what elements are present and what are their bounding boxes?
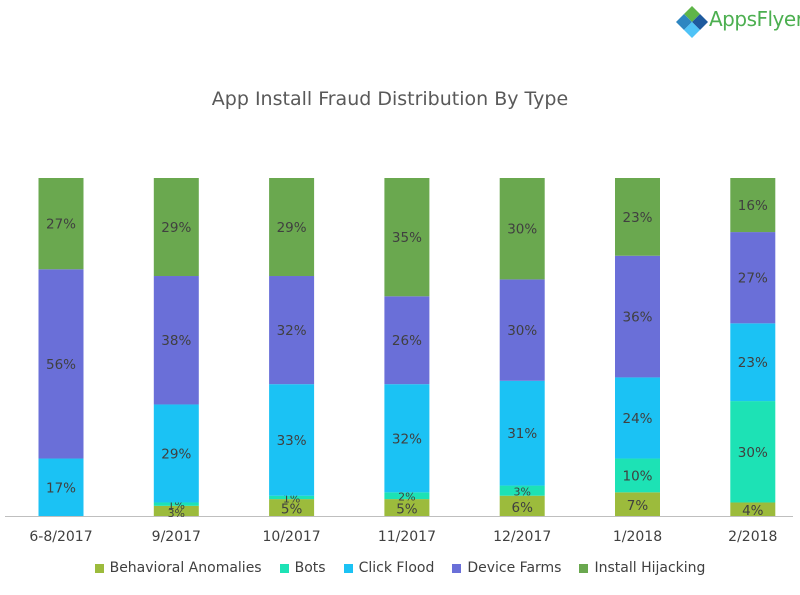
data-label: 24% bbox=[622, 411, 652, 427]
bar-segment bbox=[499, 178, 545, 280]
data-label: 5% bbox=[396, 502, 418, 518]
bar-segment bbox=[730, 323, 776, 402]
legend-label: Device Farms bbox=[467, 560, 562, 576]
bar-segment bbox=[153, 178, 199, 277]
bar-segment bbox=[38, 178, 84, 270]
data-label: 35% bbox=[392, 230, 422, 246]
chart-title: App Install Fraud Distribution By Type bbox=[211, 88, 569, 110]
stacked-bar-chart: 17%56%27%6-8/20173%1%29%38%29%9/20175%1%… bbox=[5, 178, 793, 545]
chart-legend: Behavioral Anomalies Bots Click Flood Devic… bbox=[0, 557, 800, 579]
legend-item: Click Flood bbox=[343, 560, 435, 576]
data-label: 56% bbox=[46, 357, 76, 373]
legend-label: Install Hijacking bbox=[594, 560, 706, 576]
bar-segment bbox=[499, 380, 545, 486]
bar-segment bbox=[384, 178, 430, 297]
bar-segment bbox=[153, 276, 199, 405]
data-label: 6% bbox=[511, 500, 533, 516]
data-label: 7% bbox=[627, 498, 649, 514]
legend-swatch bbox=[94, 563, 104, 573]
x-tick-label: 12/2017 bbox=[493, 529, 551, 545]
x-tick-label: 10/2017 bbox=[263, 529, 321, 545]
bar-segment bbox=[153, 404, 199, 503]
data-label: 3% bbox=[168, 507, 185, 520]
bar-segment bbox=[269, 384, 315, 496]
bar-segment bbox=[269, 276, 315, 385]
data-label: 26% bbox=[392, 333, 422, 349]
data-label: 36% bbox=[622, 310, 652, 326]
data-label: 30% bbox=[507, 222, 537, 238]
bar-segment bbox=[730, 178, 776, 233]
legend-label: Bots bbox=[294, 560, 326, 576]
legend-item: Bots bbox=[279, 560, 326, 576]
bar-segment bbox=[615, 377, 660, 459]
data-label: 2% bbox=[398, 491, 415, 504]
bar-segment bbox=[499, 485, 545, 496]
data-label: 27% bbox=[46, 217, 76, 233]
x-tick-label: 11/2017 bbox=[378, 529, 436, 545]
bar-segment bbox=[384, 296, 430, 385]
data-label: 33% bbox=[277, 433, 307, 449]
bar-segment bbox=[269, 495, 315, 500]
appsflyer-logo: AppsFlyer bbox=[676, 4, 800, 40]
data-label: 30% bbox=[507, 323, 537, 339]
bar-segment bbox=[153, 502, 199, 506]
data-label: 27% bbox=[738, 271, 768, 287]
data-label: 23% bbox=[622, 210, 652, 226]
bar-segment bbox=[269, 499, 315, 516]
appsflyer-logo-icon bbox=[676, 6, 708, 38]
legend-item: Behavioral Anomalies bbox=[94, 560, 262, 576]
bar-segment bbox=[384, 499, 430, 516]
data-label: 38% bbox=[161, 333, 191, 349]
data-label: 30% bbox=[738, 445, 768, 461]
data-label: 29% bbox=[161, 220, 191, 236]
data-label: 31% bbox=[507, 426, 537, 442]
legend-swatch bbox=[279, 563, 289, 573]
data-label: 5% bbox=[281, 502, 303, 518]
legend-label: Click Flood bbox=[358, 560, 435, 576]
bar-segment bbox=[38, 458, 84, 516]
bar-segment bbox=[730, 401, 776, 503]
x-tick-label: 1/2018 bbox=[613, 529, 662, 545]
data-label: 17% bbox=[46, 480, 76, 496]
legend-swatch bbox=[452, 563, 462, 573]
data-label: 4% bbox=[742, 503, 764, 519]
bar-segment bbox=[615, 255, 660, 378]
bar-segment bbox=[384, 384, 430, 493]
data-label: 23% bbox=[738, 355, 768, 371]
bar-segment bbox=[615, 492, 660, 516]
bar-segment bbox=[38, 269, 84, 459]
data-label: 32% bbox=[277, 323, 307, 339]
appsflyer-logo-text: AppsFlyer bbox=[709, 7, 800, 31]
bar-segment bbox=[269, 178, 315, 277]
data-label: 32% bbox=[392, 431, 422, 447]
bar-segment bbox=[384, 492, 430, 500]
bar-segment bbox=[153, 505, 199, 516]
data-label: 10% bbox=[622, 468, 652, 484]
x-tick-label: 9/2017 bbox=[152, 529, 201, 545]
bar-segment bbox=[499, 495, 545, 516]
bar-segment bbox=[730, 502, 776, 516]
bar-segment bbox=[615, 458, 660, 493]
data-label: 16% bbox=[738, 198, 768, 214]
legend-label: Behavioral Anomalies bbox=[109, 560, 262, 576]
x-tick-label: 6-8/2017 bbox=[29, 529, 92, 545]
data-label: 3% bbox=[513, 486, 530, 499]
data-label: 29% bbox=[161, 446, 191, 462]
legend-item: Device Farms bbox=[452, 560, 561, 576]
legend-item: Install Hijacking bbox=[579, 560, 705, 576]
bar-segment bbox=[499, 279, 545, 381]
x-tick-label: 2/2018 bbox=[728, 529, 777, 545]
bar-segment bbox=[730, 232, 776, 324]
legend-swatch bbox=[343, 563, 353, 573]
legend-swatch bbox=[579, 563, 589, 573]
data-label: 29% bbox=[277, 220, 307, 236]
bar-segment bbox=[615, 178, 660, 256]
